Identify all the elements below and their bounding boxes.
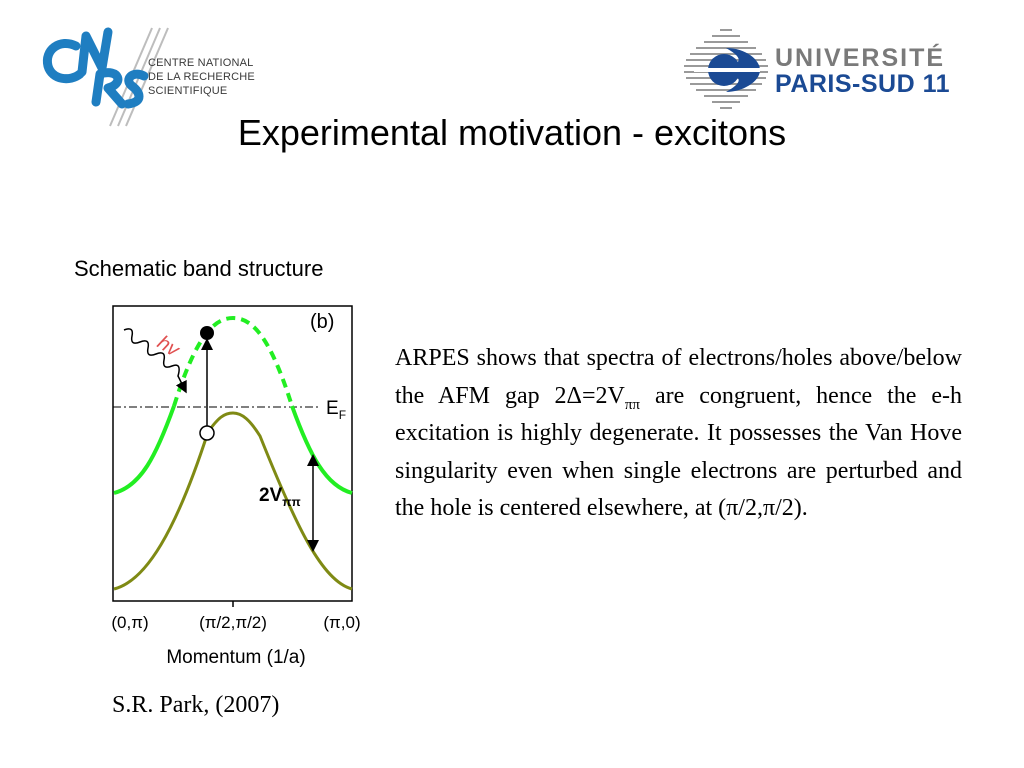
fermi-label-sub: F <box>339 408 346 422</box>
gap-label-main: 2V <box>259 485 283 506</box>
photon-wavy-arrow <box>123 328 187 394</box>
cnrs-text-line-3: SCIENTIFIQUE <box>148 85 228 97</box>
university-emblem-icon <box>684 29 768 109</box>
cnrs-text-line-1: CENTRE NATIONAL <box>148 57 254 69</box>
upper-band-solid-right <box>290 405 353 495</box>
electron-dot <box>200 326 214 340</box>
upper-band-solid-left <box>113 405 176 495</box>
university-name-line-1: UNIVERSITÉ <box>775 44 946 72</box>
upper-band-dashed <box>172 315 294 407</box>
cnrs-wordmark: CENTRE NATIONAL DE LA RECHERCHE SCIENTIF… <box>148 56 255 98</box>
lower-band-curve <box>113 411 353 591</box>
university-name-line-2: PARIS-SUD 11 <box>775 70 951 98</box>
cnrs-text-line-2: DE LA RECHERCHE <box>148 71 255 83</box>
fermi-label-main: E <box>326 398 339 419</box>
x-tick-label-3: (π,0) <box>323 613 360 632</box>
photon-label: hv <box>153 332 183 362</box>
body-text-part-2: are congruent, hence the e-h excitation … <box>395 382 963 522</box>
gap-label: 2Vππ <box>259 485 301 509</box>
fermi-label: EF <box>326 398 346 422</box>
slide-title: Experimental motivation - excitons <box>237 112 787 153</box>
band-structure-figure: hv (b) EF 2Vππ (0,π) (π/2,π/2) (π,0) Mom… <box>111 305 361 668</box>
cnrs-logo-icon <box>42 27 169 127</box>
panel-label: (b) <box>310 311 334 333</box>
x-axis-label: Momentum (1/a) <box>166 647 305 668</box>
figure-caption: Schematic band structure <box>74 256 324 281</box>
body-text-part-1: ARPES shows that spectra of electrons/ho… <box>395 345 962 409</box>
hole-circle <box>199 425 215 441</box>
x-tick-label-2: (π/2,π/2) <box>199 613 267 632</box>
x-tick-label-1: (0,π) <box>111 613 148 632</box>
body-paragraph: ARPES shows that spectra of electrons/ho… <box>395 340 962 528</box>
gap-label-sub: ππ <box>282 495 300 509</box>
citation: S.R. Park, (2007) <box>112 692 280 718</box>
body-text-subscript: ππ <box>624 396 641 413</box>
